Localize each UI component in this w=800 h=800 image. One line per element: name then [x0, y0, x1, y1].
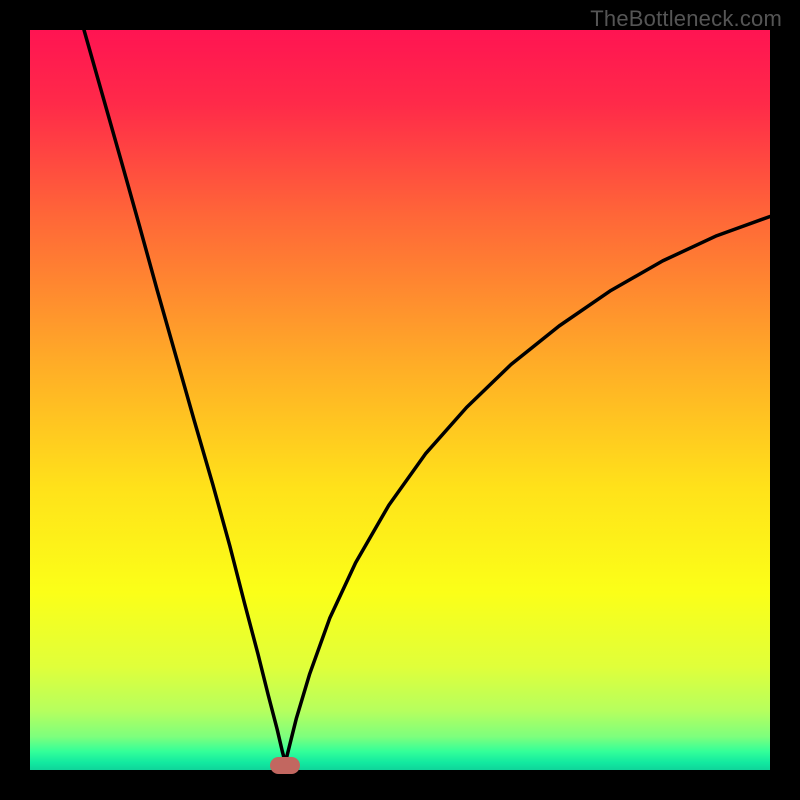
minimum-marker [270, 757, 300, 774]
plot-svg [30, 30, 770, 770]
chart-frame: TheBottleneck.com [0, 0, 800, 800]
bottleneck-curve [84, 30, 770, 763]
plot-area [30, 30, 770, 770]
watermark-text: TheBottleneck.com [590, 6, 782, 32]
